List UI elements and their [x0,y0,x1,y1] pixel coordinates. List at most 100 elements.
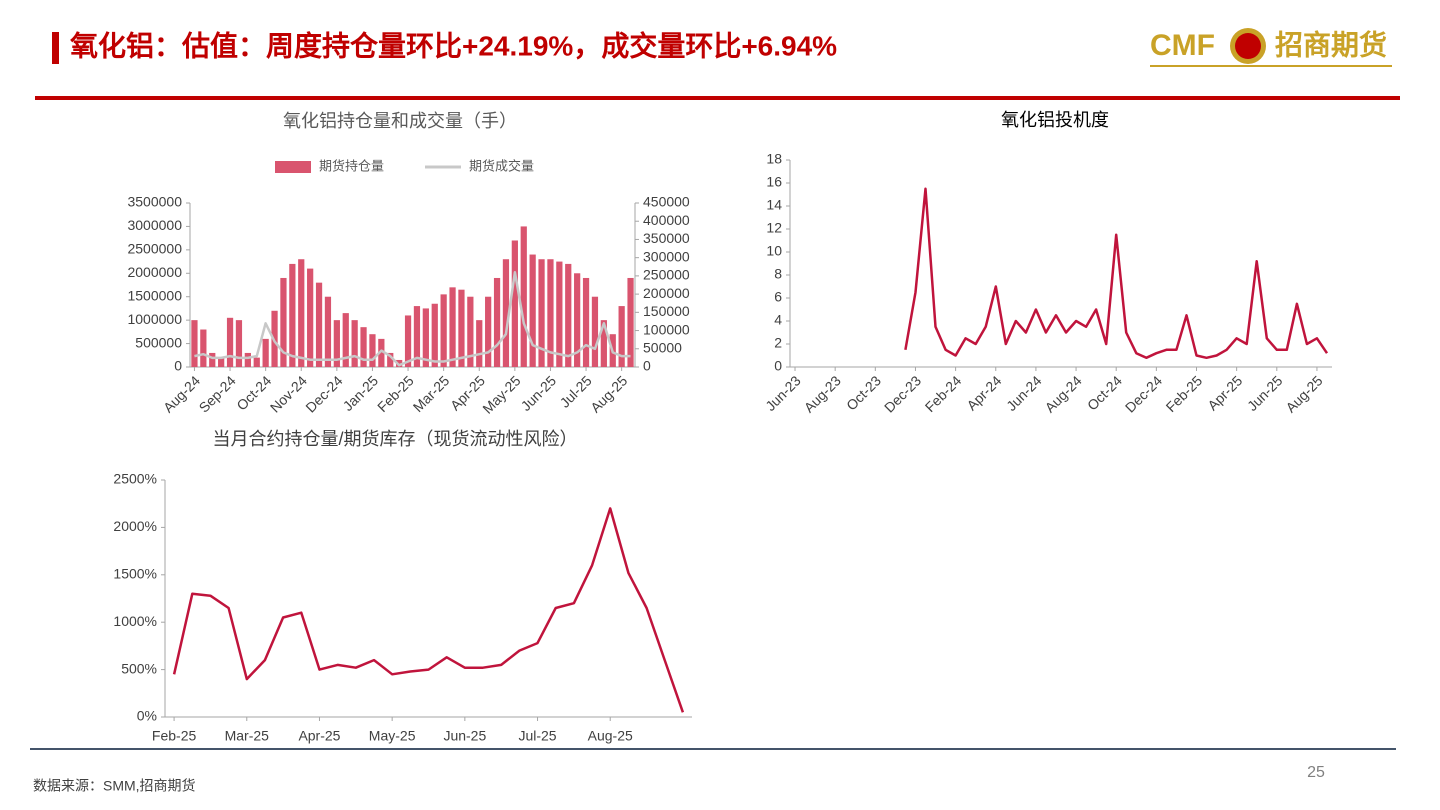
x-tick-label: Aug-24 [160,372,203,415]
bar [565,263,572,367]
x-tick-label: May-25 [369,728,416,744]
bar [485,296,492,367]
title-marker [52,32,59,64]
x-tick-label: Feb-25 [1163,372,1206,415]
x-tick-label: Mar-25 [225,728,270,744]
logo-text: CMF [1150,29,1215,62]
bar [431,303,438,367]
bar [369,334,376,367]
x-tick-label: Dec-24 [302,372,345,415]
legend-label: 期货持仓量 [319,158,384,173]
line-series [172,507,685,713]
y2-tick-label: 350000 [643,230,690,246]
bar [404,315,412,367]
legend-swatch [275,161,311,173]
x-tick-label: Feb-25 [152,728,197,744]
bar [244,352,251,367]
bar [591,296,599,367]
y2-tick-label: 100000 [643,321,690,337]
logo-icon-inner [1235,33,1261,59]
bar [440,294,447,367]
bar [413,306,421,367]
x-tick-label: Mar-25 [410,372,453,415]
y-tick-label: 2 [774,335,782,351]
y-tick-label: 10 [766,243,782,259]
logo-name: 招商期货 [1275,28,1387,60]
bar [307,268,314,367]
x-tick-label: Aug-23 [801,372,844,415]
x-tick-label: Dec-24 [1122,372,1165,415]
y-tick-label: 0 [774,358,782,374]
y2-tick-label: 450000 [643,194,690,210]
x-tick-label: Dec-23 [881,372,924,415]
y-tick-label: 1500% [113,566,157,582]
bar [476,320,483,367]
bar [556,261,563,367]
bar [574,273,581,367]
y2-tick-label: 400000 [643,212,690,228]
bar [200,329,207,367]
chart-title: 氧化铝投机度 [1001,110,1109,130]
y-tick-label: 0% [137,708,157,724]
bar [618,306,625,367]
bar [289,263,296,367]
bar [226,317,234,367]
y-tick-label: 6 [774,289,782,305]
bar [458,289,465,367]
bar [333,320,340,367]
x-tick-label: Sep-24 [196,372,239,415]
bar [298,259,305,367]
page-number: 25 [1307,764,1325,781]
bar [360,327,367,367]
bar [449,287,456,367]
x-tick-label: Jul-25 [518,728,556,744]
bar [235,320,243,367]
bar [342,313,349,367]
bar [422,308,429,367]
y-tick-label: 3500000 [127,194,182,210]
bar [218,357,225,367]
x-tick-label: Oct-24 [1084,372,1125,413]
bar [520,226,527,367]
bar [378,338,385,367]
bar [529,254,536,367]
y-tick-label: 2000% [113,518,157,534]
y-tick-label: 500000 [135,334,182,350]
y-tick-label: 2500% [113,471,157,487]
chart-title: 氧化铝持仓量和成交量（手） [283,111,517,131]
bar [324,296,332,367]
y-tick-label: 1500000 [127,287,182,303]
x-tick-label: Jan-25 [340,372,382,414]
bar [600,320,607,367]
line-series [904,187,1329,360]
bar [191,320,198,367]
bar [627,277,634,367]
y2-tick-label: 50000 [643,339,682,355]
source-note: 数据来源：SMM,招商期货 [33,778,196,794]
bar [280,277,287,367]
x-tick-label: Feb-25 [374,372,417,415]
y-tick-label: 2500000 [127,241,182,257]
y-tick-label: 18 [766,151,782,167]
bar [351,320,358,367]
y-tick-label: 500% [121,660,157,676]
y2-tick-label: 200000 [643,285,690,301]
x-tick-label: Jun-25 [518,372,560,414]
line-series [194,270,631,367]
y-tick-label: 3000000 [127,217,182,233]
x-tick-label: Jun-23 [762,372,804,414]
bar [315,282,323,367]
y-tick-label: 4 [774,312,782,328]
y2-tick-label: 150000 [643,303,690,319]
x-tick-label: Apr-24 [963,372,1004,413]
x-tick-label: Aug-25 [1282,372,1325,415]
x-tick-label: Jun-25 [1244,372,1286,414]
x-tick-label: Aug-25 [587,372,630,415]
bar [253,357,260,367]
bar [209,352,216,367]
chart-title: 当月合约持仓量/期货库存（现货流动性风险） [213,429,578,449]
x-tick-label: Feb-24 [922,372,965,415]
y-tick-label: 16 [766,174,782,190]
